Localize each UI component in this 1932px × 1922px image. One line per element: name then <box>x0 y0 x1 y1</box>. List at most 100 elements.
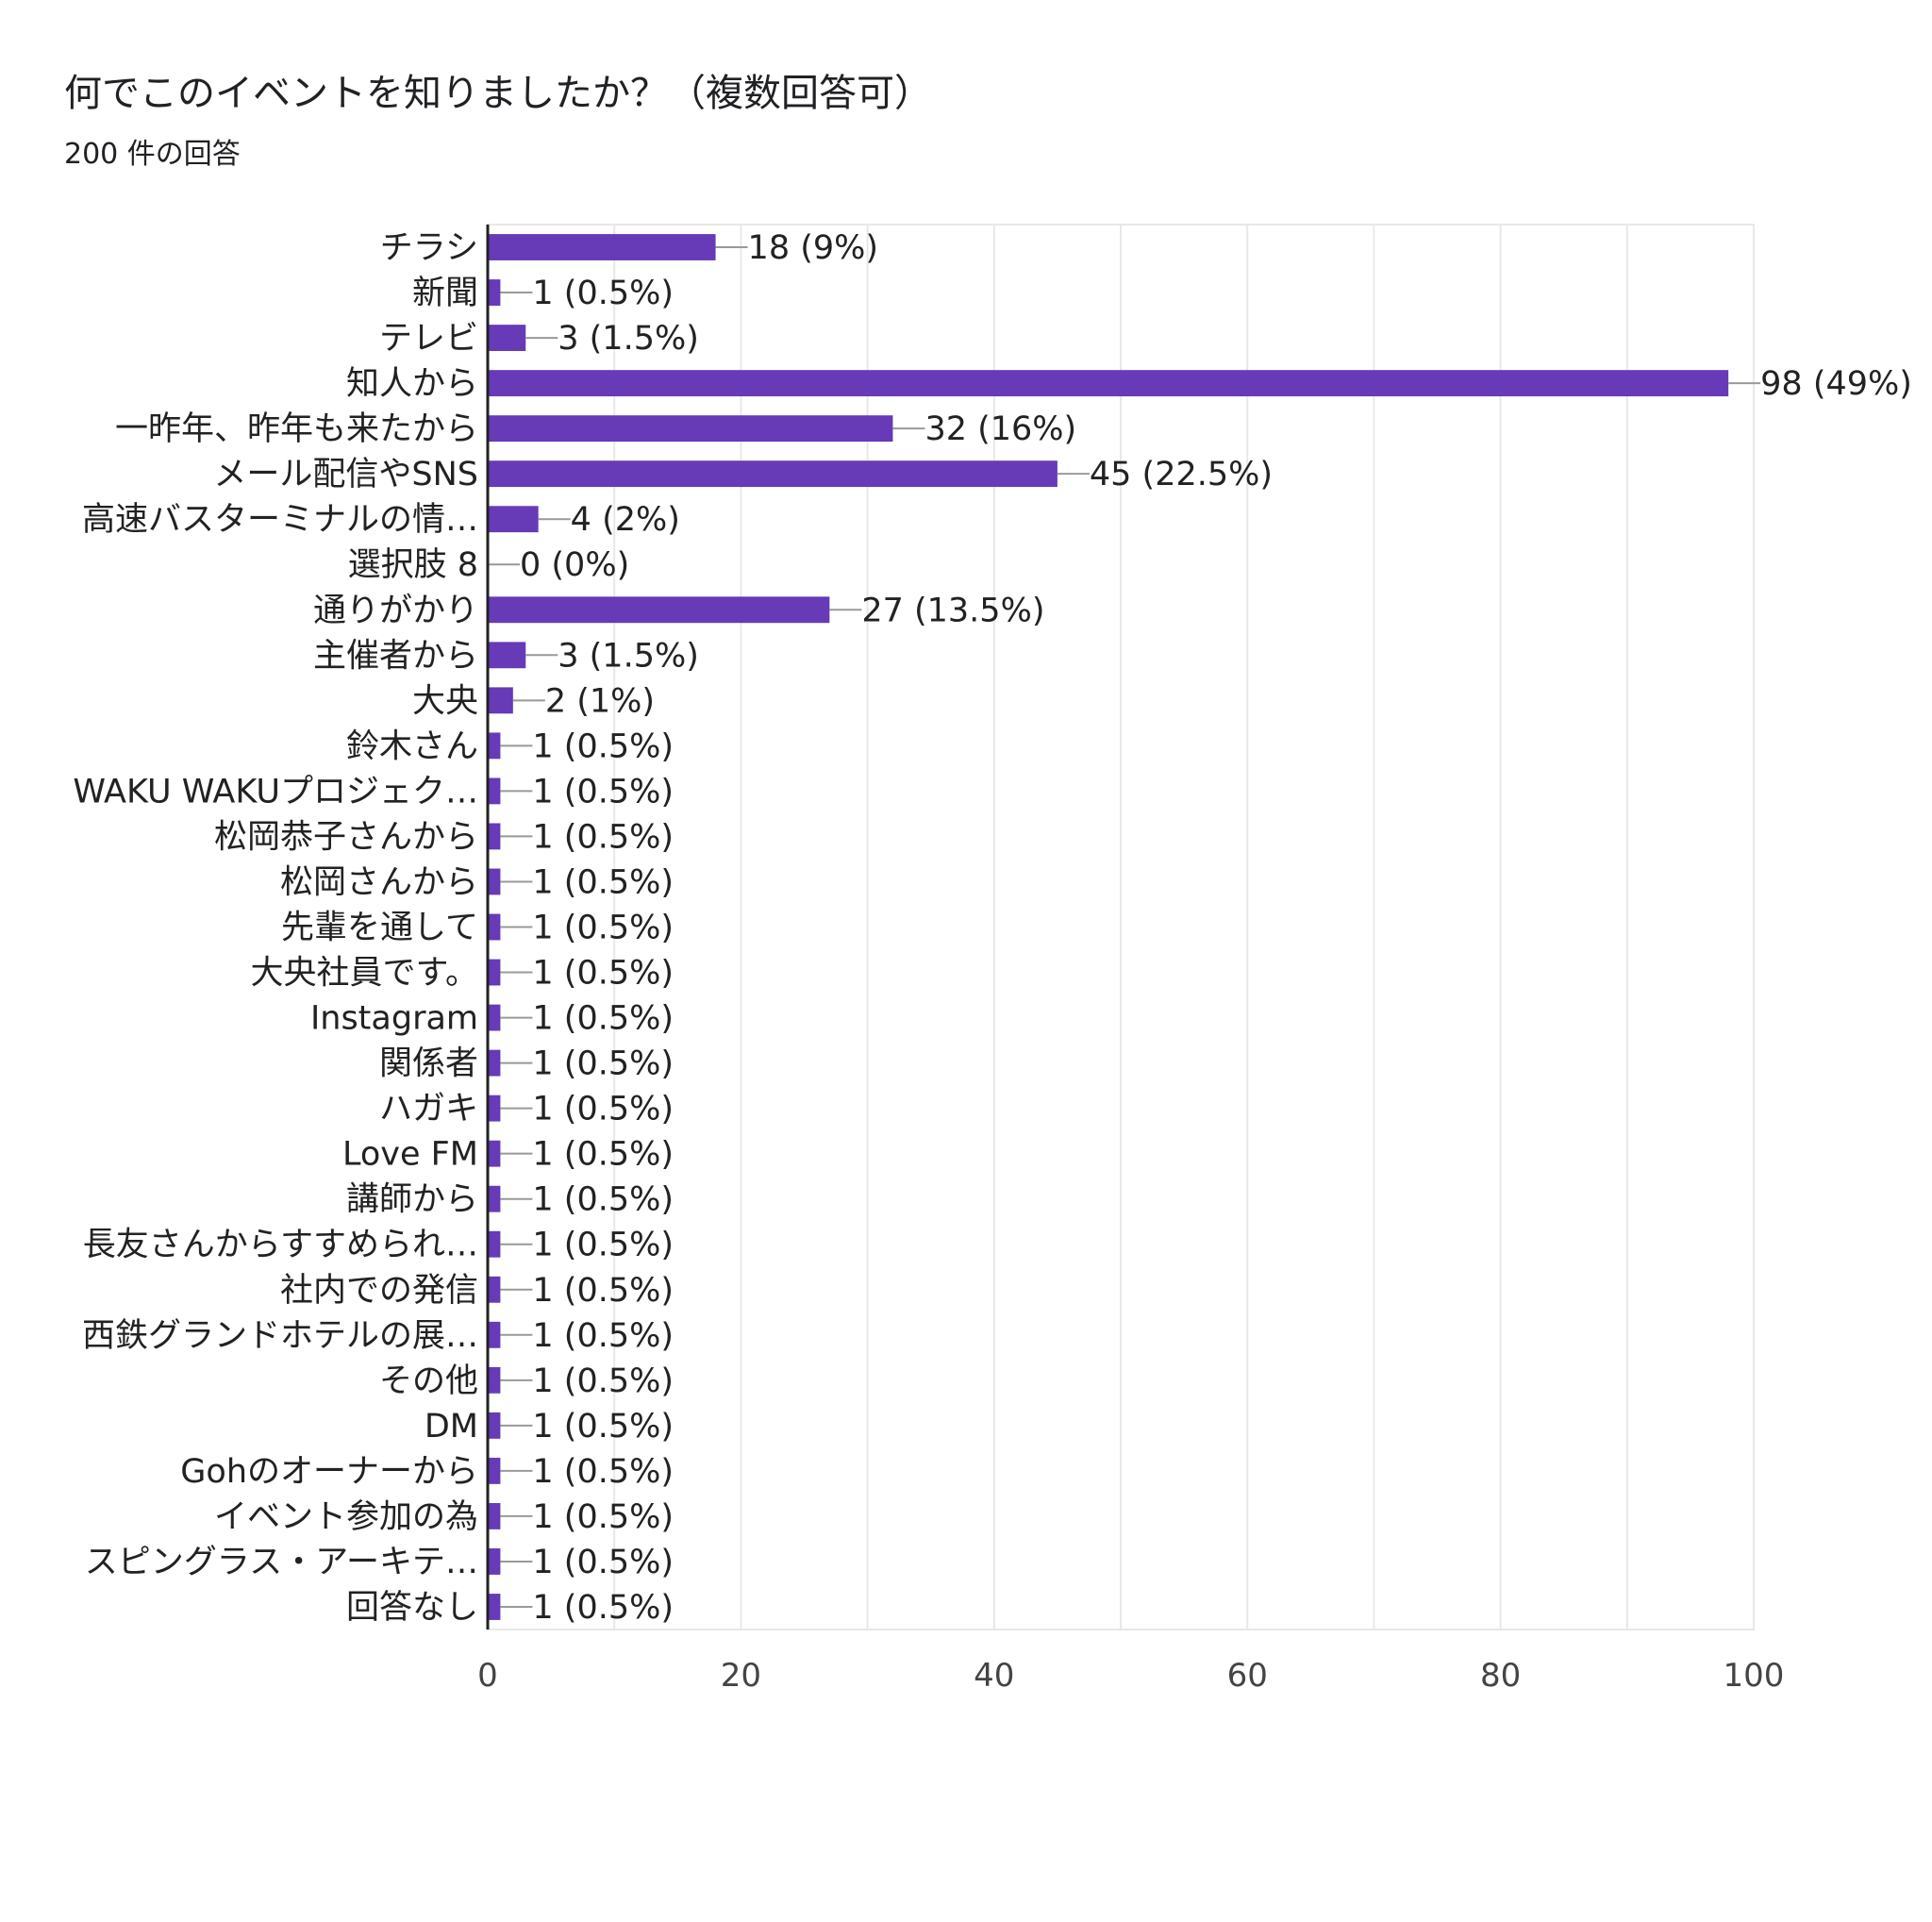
bar <box>488 1321 501 1348</box>
category-label: 西鉄グランドホテルの展… <box>82 1317 478 1355</box>
bar <box>488 777 501 805</box>
bar <box>488 1004 501 1031</box>
category-label: 知人から <box>346 365 478 403</box>
category-label: 主催者から <box>313 637 478 675</box>
bar <box>488 506 539 533</box>
data-label: 1 (0.5%) <box>532 1317 674 1355</box>
category-label: Instagram <box>310 1000 478 1038</box>
data-label: 3 (1.5%) <box>558 320 699 358</box>
data-label: 45 (22.5%) <box>1090 456 1273 493</box>
data-label: 4 (2%) <box>571 501 680 539</box>
bar <box>488 1502 501 1529</box>
category-label: メール配信やSNS <box>213 456 478 493</box>
data-label: 1 (0.5%) <box>532 1453 674 1491</box>
bar <box>488 1095 501 1122</box>
category-label: Gohのオーナーから <box>180 1453 478 1491</box>
bar <box>488 1366 501 1394</box>
data-label: 1 (0.5%) <box>532 773 674 811</box>
data-label: 1 (0.5%) <box>532 1091 674 1128</box>
response-count: 200 件の回答 <box>64 138 241 171</box>
category-label: DM <box>425 1408 478 1446</box>
category-label: 長友さんからすすめられ… <box>83 1227 478 1264</box>
data-label: 1 (0.5%) <box>532 1045 674 1083</box>
bar <box>488 234 716 260</box>
bar <box>488 959 501 986</box>
data-label: 1 (0.5%) <box>532 1272 674 1310</box>
category-label: 通りがかり <box>313 592 478 629</box>
bar <box>488 1185 501 1212</box>
bar <box>488 1049 501 1077</box>
data-label: 2 (1%) <box>545 682 655 720</box>
bar <box>488 1276 501 1303</box>
category-label: 高速バスターミナルの情… <box>82 501 478 539</box>
data-label: 0 (0%) <box>520 546 629 584</box>
data-label: 1 (0.5%) <box>532 1408 674 1446</box>
data-label: 1 (0.5%) <box>532 1498 674 1536</box>
x-tick-label: 40 <box>974 1657 1014 1695</box>
bar <box>488 1230 501 1258</box>
category-label: テレビ <box>379 320 478 358</box>
category-label: 講師から <box>346 1181 478 1219</box>
data-label: 1 (0.5%) <box>532 1362 674 1400</box>
category-label: 松岡さんから <box>280 863 478 901</box>
category-label: 一昨年、昨年も来たから <box>115 410 478 448</box>
bar <box>488 325 526 352</box>
category-label: 関係者 <box>379 1045 478 1083</box>
data-label: 1 (0.5%) <box>532 1181 674 1219</box>
data-label: 1 (0.5%) <box>532 1000 674 1038</box>
category-label: 鈴木さん <box>346 727 478 765</box>
bar <box>488 1457 501 1484</box>
bar <box>488 460 1058 488</box>
category-label: チラシ <box>380 229 478 267</box>
x-tick-label: 100 <box>1724 1657 1785 1695</box>
data-label: 3 (1.5%) <box>558 637 699 675</box>
category-label: Love FM <box>342 1136 478 1174</box>
bar <box>488 596 830 624</box>
data-label: 1 (0.5%) <box>532 1589 674 1627</box>
data-label: 1 (0.5%) <box>532 1136 674 1174</box>
bar <box>488 642 526 669</box>
category-label: イベント参加の為 <box>214 1498 478 1536</box>
category-label: 大央 <box>412 682 478 720</box>
chart-title: 何でこのイベントを知りましたか？（複数回答可） <box>64 72 932 115</box>
bar <box>488 1140 501 1167</box>
category-label: 回答なし <box>346 1589 478 1627</box>
category-label: その他 <box>379 1362 478 1400</box>
category-label: ハガキ <box>379 1091 478 1128</box>
data-label: 1 (0.5%) <box>532 275 674 312</box>
data-label: 18 (9%) <box>748 229 879 267</box>
x-tick-label: 60 <box>1227 1657 1268 1695</box>
data-label: 1 (0.5%) <box>532 910 674 947</box>
data-label: 1 (0.5%) <box>532 1227 674 1264</box>
bar <box>488 823 501 850</box>
category-label: 社内での発信 <box>280 1272 478 1310</box>
bar <box>488 687 513 714</box>
x-tick-label: 80 <box>1480 1657 1521 1695</box>
bar <box>488 279 501 306</box>
category-label: WAKU WAKUプロジェク… <box>73 773 478 811</box>
x-tick-label: 0 <box>477 1657 498 1695</box>
category-label: 選択肢 8 <box>348 546 478 584</box>
data-label: 1 (0.5%) <box>532 727 674 765</box>
data-label: 1 (0.5%) <box>532 1544 674 1581</box>
category-label: スピングラス・アーキテ… <box>85 1544 478 1581</box>
bar <box>488 370 1729 397</box>
data-label: 32 (16%) <box>924 410 1076 448</box>
bar <box>488 732 501 760</box>
data-label: 1 (0.5%) <box>532 818 674 856</box>
data-label: 1 (0.5%) <box>532 863 674 901</box>
category-label: 新聞 <box>412 275 478 312</box>
bar <box>488 913 501 941</box>
bar <box>488 1548 501 1575</box>
bar <box>488 1412 501 1439</box>
data-label: 27 (13.5%) <box>861 592 1044 629</box>
category-label: 大央社員です。 <box>250 955 478 993</box>
category-label: 先輩を通して <box>281 910 478 947</box>
category-label: 松岡恭子さんから <box>214 818 478 856</box>
bar <box>488 868 501 895</box>
x-tick-label: 20 <box>721 1657 761 1695</box>
data-label: 1 (0.5%) <box>532 955 674 993</box>
bar <box>488 415 893 443</box>
bar <box>488 1594 501 1620</box>
